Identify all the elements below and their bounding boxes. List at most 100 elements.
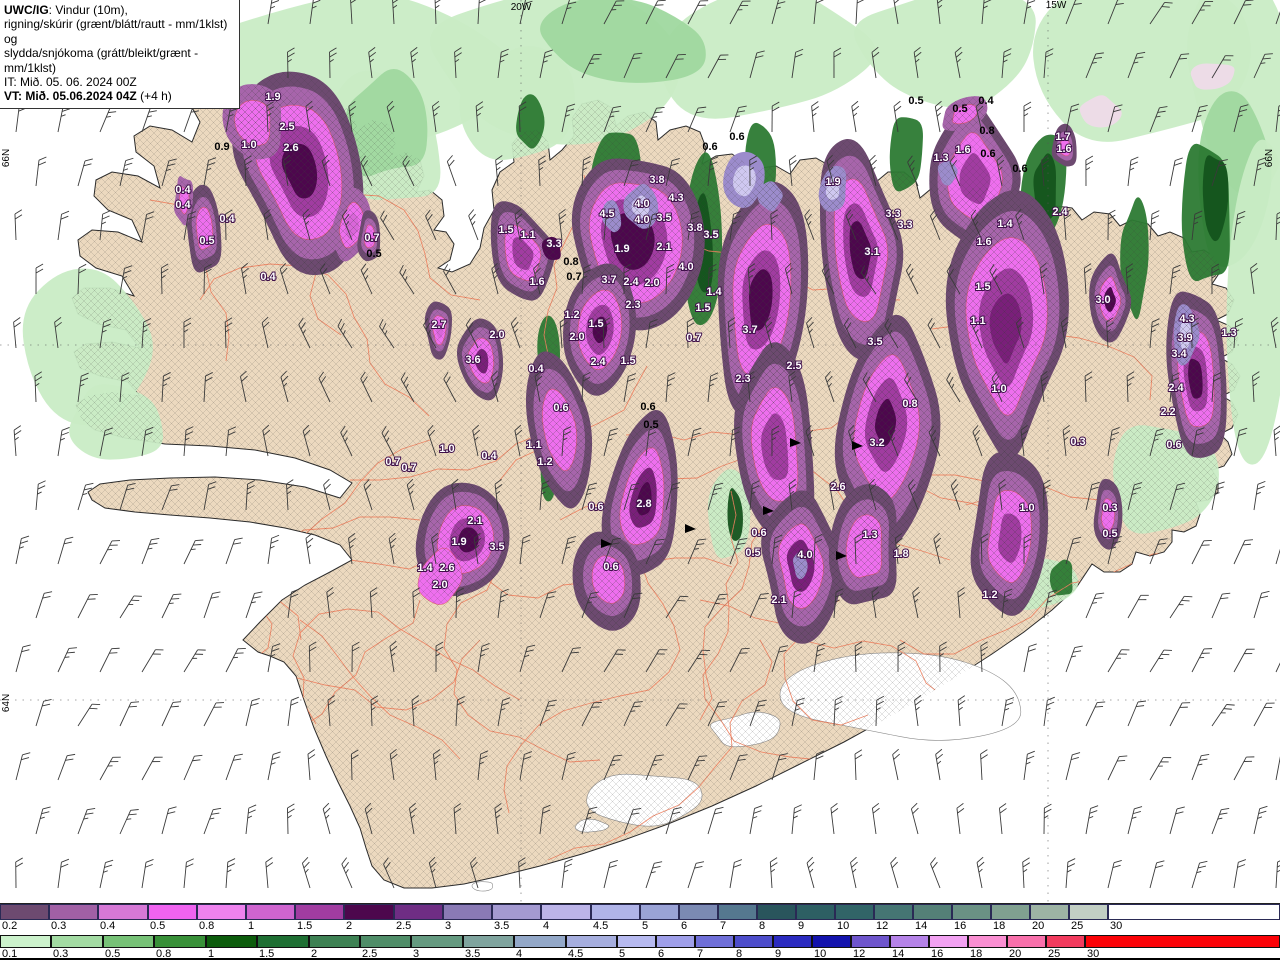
wind-barb	[860, 265, 877, 295]
wind-barb	[687, 649, 711, 673]
wind-barb	[854, 533, 863, 565]
map-value-label: 0.7	[364, 232, 379, 244]
map-value-label: 2.5	[786, 360, 801, 372]
wind-barb	[432, 749, 441, 781]
wind-barb	[991, 371, 1003, 403]
map-value-label: 2.6	[439, 562, 454, 574]
title-line-3: slydda/snjókoma (grátt/bleikt/grænt - mm…	[4, 46, 199, 75]
wind-barb	[266, 101, 275, 133]
wind-barb	[928, 425, 941, 457]
wind-barb	[665, 703, 688, 727]
wind-barb	[1060, 316, 1069, 349]
wind-barb	[99, 318, 112, 349]
wind-barb	[1085, 52, 1104, 79]
wind-barb	[561, 0, 577, 25]
map-value-label: 0.7	[385, 456, 400, 468]
wind-barb	[451, 478, 460, 511]
legend-segment	[968, 935, 1007, 948]
wind-pennant	[852, 441, 863, 450]
wind-barb	[727, 317, 736, 349]
wind-barb	[161, 593, 182, 619]
wind-barb	[1023, 101, 1032, 132]
wind-barb	[533, 262, 541, 295]
wind-barb	[99, 647, 120, 673]
wind-barb	[913, 46, 922, 79]
map-value-label: 1.5	[588, 318, 603, 330]
wind-barb	[15, 752, 31, 781]
wind-barb	[1040, 371, 1049, 403]
wind-barb	[749, 593, 769, 619]
map-value-label: 2.4	[623, 276, 639, 288]
wind-barb	[1065, 0, 1084, 25]
legend-tick-label: 6	[658, 948, 665, 960]
wind-barb	[57, 210, 70, 241]
wind-barb	[811, 101, 819, 133]
wind-barb	[518, 857, 526, 889]
wind-barb	[329, 47, 337, 79]
wind-barb	[1191, 860, 1208, 889]
wind-pennant	[601, 539, 612, 548]
wind-barb	[707, 156, 719, 187]
wind-barb	[1233, 318, 1244, 349]
wind-barb	[360, 371, 373, 403]
wind-barb	[1085, 155, 1094, 187]
wind-barb	[623, 807, 642, 835]
map-value-label: 1.5	[975, 281, 990, 293]
wind-barb	[771, 0, 786, 25]
legend-segment	[695, 935, 734, 948]
wind-barb	[1043, 803, 1052, 835]
map-value-label: 1.4	[997, 218, 1013, 230]
wind-barb	[77, 372, 89, 403]
wind-barb	[1127, 482, 1143, 511]
lon-label: 20W	[511, 2, 532, 13]
valid-time: VT: Mið. 05.06.2024 04Z (+4 h)	[4, 89, 172, 104]
map-value-label: 1.0	[991, 383, 1006, 395]
wind-barb	[161, 372, 171, 403]
wind-barb	[764, 316, 773, 349]
wind-barb	[1085, 805, 1099, 835]
map-value-label: 1.2	[564, 309, 579, 321]
map-value-label: 0.7	[401, 462, 416, 474]
wind-barb	[1233, 859, 1247, 889]
wind-barb	[892, 748, 900, 781]
wind-barb	[1149, 538, 1168, 565]
wind-barb	[497, 48, 509, 79]
wind-barb	[1149, 318, 1160, 349]
legend-tick-label: 0.8	[199, 920, 215, 932]
wind-barb	[729, 105, 747, 133]
wind-barb	[1275, 209, 1280, 241]
wind-barb	[265, 857, 274, 889]
wind-barb	[1149, 428, 1165, 457]
legend-segment	[514, 935, 566, 948]
legend-segment	[812, 935, 851, 948]
map-value-label: 1.5	[498, 224, 513, 236]
wind-barb	[707, 372, 719, 403]
map-value-label: 0.4	[528, 363, 544, 375]
wind-barb	[581, 806, 598, 835]
wind-barb	[875, 695, 885, 727]
wind-barb	[1039, 262, 1048, 295]
wind-barb	[1275, 0, 1280, 25]
map-value-label: 2.4	[1168, 382, 1184, 394]
wind-barb	[1149, 210, 1160, 241]
wind-barb	[910, 802, 919, 835]
map-value-label: 0.3	[1102, 502, 1117, 514]
wind-barb	[77, 807, 96, 835]
wind-barb	[1023, 533, 1032, 565]
wind-barb	[686, 317, 695, 349]
map-value-label: 0.5	[199, 235, 214, 247]
wind-barb	[1126, 371, 1135, 403]
wind-barb	[57, 536, 74, 565]
legend-segment	[991, 904, 1030, 920]
wind-barb	[829, 478, 837, 511]
wind-barb	[519, 534, 531, 565]
wind-barb	[833, 47, 842, 79]
legend-segment	[591, 904, 640, 920]
wind-barb	[35, 698, 52, 727]
legend-segment	[890, 935, 929, 948]
wind-barb	[558, 209, 567, 241]
wind-barb	[956, 803, 965, 835]
map-value-label: 1.6	[1056, 143, 1071, 155]
wind-barb	[15, 857, 23, 889]
map-value-label: 2.1	[467, 515, 482, 527]
